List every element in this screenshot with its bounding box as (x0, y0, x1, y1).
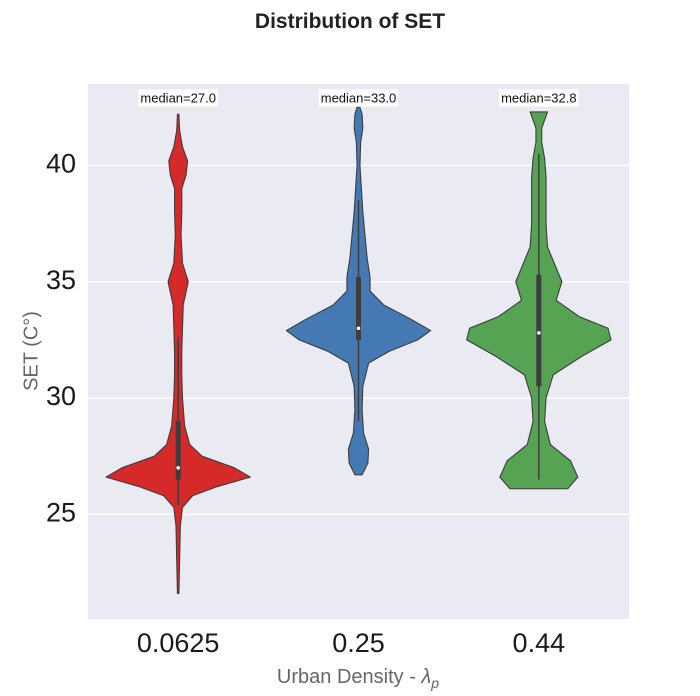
median-label: median=32.8 (501, 90, 577, 105)
median-label-bg (318, 89, 399, 107)
violin-median-dot (356, 326, 361, 331)
median-label-bg (138, 89, 218, 107)
median-label: median=33.0 (321, 90, 397, 105)
x-tick-label: 0.0625 (137, 628, 220, 658)
y-tick-label: 40 (46, 149, 76, 179)
y-tick-label: 30 (46, 381, 76, 411)
median-label-bg (499, 89, 579, 107)
y-tick-label: 35 (46, 265, 76, 295)
x-tick-labels: 0.0625 0.25 0.44 (137, 628, 565, 658)
violin-median-dot (537, 331, 541, 335)
y-tick-label: 25 (46, 497, 76, 527)
y-axis-label: SET (C°) (20, 311, 42, 391)
x-axis-label-text: Urban Density - (277, 666, 422, 688)
chart-title: Distribution of SET (254, 10, 446, 33)
x-tick-label: 0.44 (513, 628, 566, 658)
x-axis-label: Urban Density - λp (277, 666, 439, 691)
y-tick-labels: 25 30 35 40 (46, 149, 76, 528)
x-tick-label: 0.25 (332, 628, 385, 658)
x-axis-label-symbol: λ (420, 666, 431, 688)
violins (105, 106, 612, 594)
median-label: median=27.0 (140, 90, 216, 105)
median-labels: median=27.0 median=33.0 median=32.8 (138, 89, 579, 107)
x-axis-label-subscript: p (430, 675, 439, 691)
violin-median-dot (176, 466, 180, 470)
